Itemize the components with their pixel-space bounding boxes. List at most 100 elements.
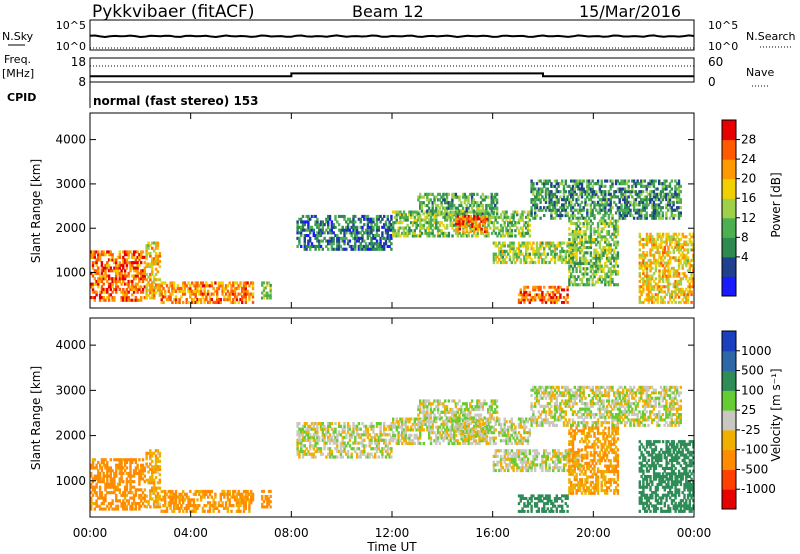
echo-cell <box>399 234 402 238</box>
echo-cell <box>571 256 575 260</box>
echo-cell <box>651 295 654 299</box>
echo-cell <box>575 230 578 234</box>
echo-cell <box>442 215 445 219</box>
echo-cell <box>361 214 364 218</box>
echo-cell <box>381 234 384 238</box>
echo-cell <box>670 240 674 244</box>
echo-cell <box>125 460 129 464</box>
echo-cell <box>399 439 402 443</box>
echo-cell <box>169 295 172 299</box>
echo-cell <box>427 198 431 202</box>
echo-cell <box>575 216 578 220</box>
echo-cell <box>445 198 449 202</box>
echo-cell <box>498 247 501 251</box>
echo-cell <box>677 232 681 236</box>
power-colorbar-label: Power [dB] <box>769 172 783 237</box>
echo-cell <box>364 427 368 431</box>
echo-cell <box>537 293 540 297</box>
echo-cell <box>494 231 497 235</box>
echo-cell <box>642 245 645 249</box>
echo-cell <box>138 502 141 506</box>
echo-cell <box>539 288 542 292</box>
echo-cell <box>134 502 138 506</box>
echo-cell <box>375 225 379 229</box>
echo-cell <box>526 285 530 289</box>
echo-cell <box>659 195 663 199</box>
echo-cell <box>237 300 240 304</box>
echo-cell <box>404 422 407 426</box>
echo-cell <box>410 425 413 429</box>
echo-cell <box>613 267 616 271</box>
echo-cell <box>566 214 569 218</box>
echo-cell <box>562 288 566 292</box>
echo-cell <box>427 212 431 216</box>
echo-cell <box>230 504 233 508</box>
echo-cell <box>397 420 400 424</box>
echo-cell <box>355 452 359 456</box>
echo-cell <box>318 247 321 251</box>
echo-cell <box>395 425 398 429</box>
echo-cell <box>577 224 580 228</box>
echo-cell <box>580 190 584 194</box>
echo-cell <box>100 253 104 257</box>
echo-cell <box>456 214 460 218</box>
echo-cell <box>451 226 454 230</box>
echo-cell <box>514 229 517 233</box>
echo-cell <box>98 491 102 495</box>
echo-cell <box>217 504 221 508</box>
echo-cell <box>359 441 362 445</box>
echo-cell <box>629 192 632 196</box>
echo-cell <box>115 471 118 475</box>
echo-cell <box>307 449 310 454</box>
echo-cell <box>535 249 539 253</box>
echo-cell <box>658 211 661 215</box>
echo-cell <box>681 235 684 239</box>
echo-cell <box>526 229 530 233</box>
echo-cell <box>370 438 373 442</box>
echo-cell <box>250 281 253 285</box>
echo-cell <box>435 206 438 210</box>
echo-cell <box>611 248 614 252</box>
echo-cell <box>490 198 493 202</box>
echo-cell <box>640 182 643 186</box>
echo-cell <box>325 244 328 248</box>
echo-cell <box>169 506 172 510</box>
echo-cell <box>595 269 598 273</box>
echo-cell <box>557 241 560 245</box>
echo-cell <box>221 489 224 494</box>
echo-cell <box>645 266 649 270</box>
echo-cell <box>375 234 379 238</box>
echo-cell <box>417 234 420 238</box>
echo-cell <box>539 192 542 196</box>
echo-cell <box>614 261 618 265</box>
echo-cell <box>571 252 575 256</box>
echo-cell <box>632 182 636 186</box>
echo-cell <box>345 220 348 224</box>
echo-cell <box>596 203 600 207</box>
echo-cell <box>679 200 682 204</box>
echo-cell <box>484 220 487 223</box>
echo-cell <box>579 206 582 210</box>
echo-cell <box>413 218 416 222</box>
echo-cell <box>596 267 600 271</box>
echo-cell <box>346 239 350 243</box>
echo-cell <box>305 452 308 456</box>
cpid-text: normal (fast stereo) 153 <box>93 94 259 108</box>
echo-cell <box>667 266 670 270</box>
echo-cell <box>120 290 123 294</box>
echo-cell <box>604 211 607 215</box>
echo-cell <box>319 452 323 456</box>
echo-cell <box>514 260 517 265</box>
echo-cell <box>604 224 607 228</box>
echo-cell <box>143 261 146 265</box>
echo-cell <box>109 258 112 262</box>
echo-cell <box>652 179 656 183</box>
echo-cell <box>481 203 484 208</box>
echo-cell <box>561 255 564 259</box>
echo-cell <box>115 469 118 473</box>
echo-cell <box>147 478 150 482</box>
echo-cell <box>656 293 659 297</box>
echo-cell <box>523 260 526 265</box>
echo-cell <box>370 427 373 431</box>
echo-cell <box>661 248 665 252</box>
